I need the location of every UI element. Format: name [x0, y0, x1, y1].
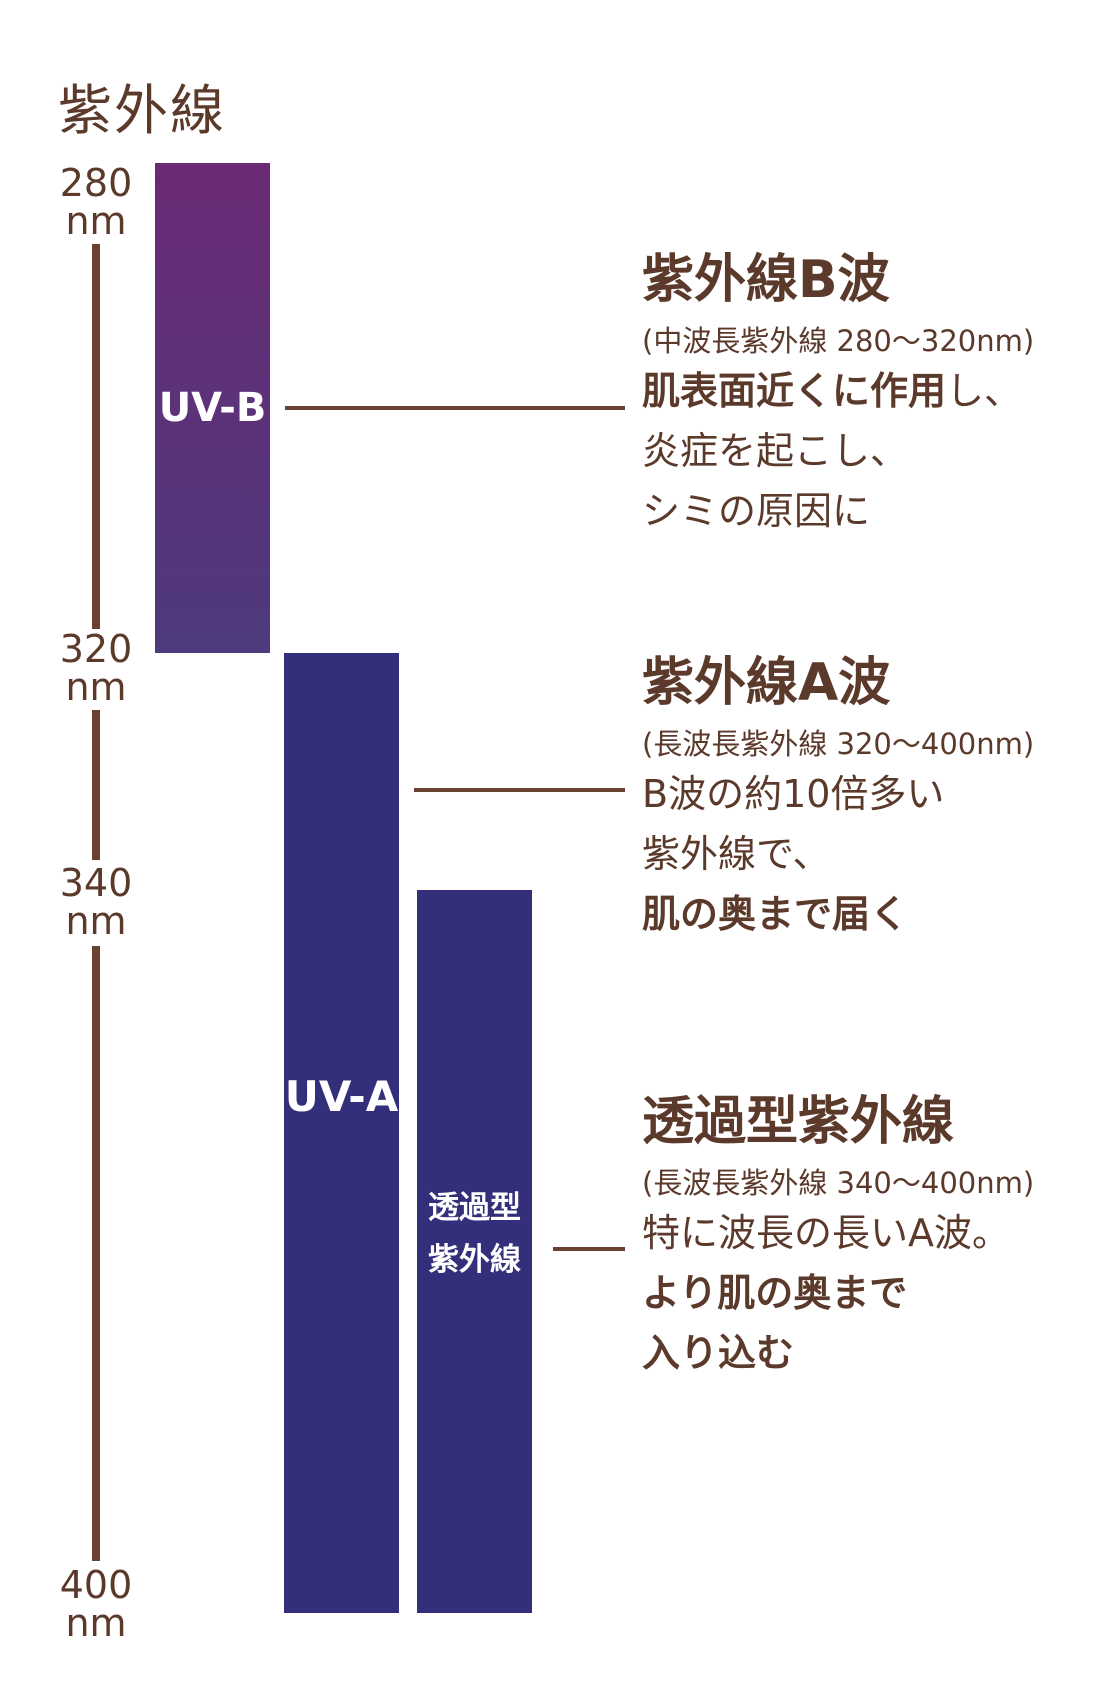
transmissive-line-3: 入り込む — [642, 1331, 795, 1375]
uvb-description: 紫外線B波 (中波長紫外線 280〜320nm) 肌表面近くに作用し、 炎症を起… — [642, 245, 1112, 541]
tick-340: 340 nm — [40, 864, 152, 940]
tick-unit: nm — [65, 665, 127, 709]
uvb-section-title: 紫外線B波 — [642, 250, 890, 310]
tick-value: 400 — [59, 1563, 133, 1607]
transmissive-section-subtitle: (長波長紫外線 340〜400nm) — [642, 1166, 1035, 1200]
uvb-line-1-bold: 肌表面近くに作用 — [642, 369, 947, 413]
tick-value: 280 — [59, 161, 133, 205]
transmissive-label-line2: 紫外線 — [428, 1242, 521, 1278]
uva-section-title: 紫外線A波 — [642, 653, 891, 713]
axis-line-segment — [92, 244, 100, 629]
axis-line-segment — [92, 946, 100, 1561]
uva-section-subtitle: (長波長紫外線 320〜400nm) — [642, 727, 1035, 761]
tick-unit: nm — [65, 899, 127, 943]
uva-line-3: 肌の奥まで届く — [642, 892, 909, 936]
transmissive-connector-line — [553, 1247, 625, 1251]
uva-label: UV-A — [284, 1071, 399, 1121]
tick-unit: nm — [65, 1601, 127, 1645]
axis-line-segment — [92, 710, 100, 860]
tick-400: 400 nm — [40, 1566, 152, 1642]
uvb-bar: UV-B — [155, 163, 270, 653]
uvb-connector-line — [285, 406, 625, 410]
tick-320: 320 nm — [40, 630, 152, 706]
uvb-label: UV-B — [158, 385, 267, 431]
uvb-line-1: 肌表面近くに作用し、 — [642, 361, 1112, 421]
uvb-line-2: 炎症を起こし、 — [642, 429, 909, 473]
chart-title: 紫外線 — [58, 79, 226, 142]
transmissive-line-1: 特に波長の長いA波。 — [642, 1211, 1010, 1255]
transmissive-uv-bar: 透過型 紫外線 — [417, 890, 532, 1613]
transmissive-section-title: 透過型紫外線 — [642, 1092, 955, 1152]
transmissive-line-2: より肌の奥まで — [642, 1271, 908, 1315]
tick-280: 280 nm — [40, 164, 152, 240]
tick-value: 340 — [59, 861, 133, 905]
uva-description: 紫外線A波 (長波長紫外線 320〜400nm) B波の約10倍多い 紫外線で、… — [642, 648, 1112, 944]
transmissive-label: 透過型 紫外線 — [428, 1182, 521, 1286]
uva-line-1: B波の約10倍多い — [642, 772, 945, 816]
uvb-section-subtitle: (中波長紫外線 280〜320nm) — [642, 324, 1035, 358]
uvb-line-1-rest: し、 — [946, 369, 1023, 413]
tick-value: 320 — [59, 627, 133, 671]
uva-connector-line — [414, 788, 625, 792]
tick-unit: nm — [65, 199, 127, 243]
transmissive-label-line1: 透過型 — [428, 1190, 521, 1226]
uvb-line-3: シミの原因に — [642, 489, 871, 533]
uva-bar: UV-A — [284, 653, 399, 1613]
transmissive-description: 透過型紫外線 (長波長紫外線 340〜400nm) 特に波長の長いA波。 より肌… — [642, 1087, 1112, 1383]
uva-line-2: 紫外線で、 — [642, 832, 831, 876]
